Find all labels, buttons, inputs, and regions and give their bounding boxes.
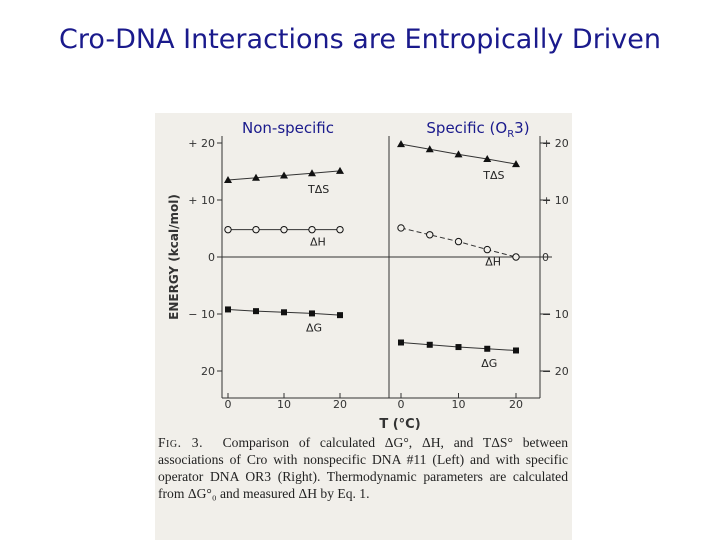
axis-ticks: 0 10 20 + 20 + 10 0 − 10 20 0 10 20 + 20 + 10 0 − 10 − … <box>188 137 568 411</box>
data-point <box>512 253 520 261</box>
data-point <box>484 345 491 352</box>
y-tick-label: 0 <box>208 251 215 264</box>
series-label: ΔH <box>310 236 326 249</box>
x-axis-label: T (°C) <box>379 417 420 432</box>
data-point <box>512 160 520 168</box>
data-point <box>308 225 316 234</box>
y-tick-label: − 10 <box>188 308 215 321</box>
data-point <box>426 341 433 348</box>
y-tick-label: + 20 <box>188 137 215 150</box>
data-point <box>224 176 232 184</box>
data-point <box>281 309 287 316</box>
panel-title-specific-main: Specific (O <box>426 119 507 137</box>
data-point <box>224 225 232 234</box>
data-point <box>397 140 405 148</box>
y-tick-label: + 20 <box>542 137 569 150</box>
data-series: TΔS ΔH ΔG TΔS ΔH ΔG <box>224 140 520 370</box>
data-point <box>252 173 260 181</box>
series-label: ΔH <box>485 256 501 269</box>
series-label: ΔG <box>481 357 497 370</box>
series-label: ΔG <box>306 321 322 334</box>
y-tick-label: 20 <box>201 365 215 378</box>
data-point <box>398 339 404 346</box>
data-point <box>280 171 288 179</box>
panel-title-specific-sub: R <box>507 129 514 140</box>
x-tick-label: 20 <box>509 398 523 411</box>
data-point <box>308 169 316 177</box>
data-point <box>426 231 434 239</box>
data-point <box>336 225 344 234</box>
data-point <box>337 312 343 319</box>
data-point <box>309 310 315 317</box>
data-point <box>425 145 434 153</box>
x-tick-label: 0 <box>398 398 405 411</box>
x-tick-label: 0 <box>225 398 232 411</box>
data-point <box>454 237 463 246</box>
data-point <box>455 344 462 351</box>
data-point <box>225 306 231 313</box>
data-point <box>336 166 344 174</box>
slide-title: Cro-DNA Interactions are Entropically Dr… <box>58 24 661 55</box>
series-label: TΔS <box>482 169 504 182</box>
figure-caption: Fig. 3. Comparison of calculated ΔG°, ΔH… <box>158 434 568 502</box>
data-point <box>513 347 519 354</box>
x-tick-label: 20 <box>333 398 347 411</box>
panel-title-specific: Specific (OR3) <box>426 119 529 140</box>
data-point <box>280 225 288 234</box>
data-point <box>253 308 259 315</box>
data-point <box>252 225 260 234</box>
caption-figure-label: Fig. 3. <box>158 435 203 450</box>
series-label: TΔS <box>307 183 329 196</box>
y-tick-label: 0 <box>542 251 549 264</box>
data-point <box>397 224 405 232</box>
x-tick-label: 10 <box>452 398 466 411</box>
data-point <box>483 154 492 162</box>
y-axis-label: ENERGY (kcal/mol) <box>167 194 181 320</box>
y-tick-label: − 10 <box>542 308 569 321</box>
caption-text: Comparison of calculated ΔG°, ΔH, and TΔ… <box>158 435 569 501</box>
figure-scan <box>155 113 572 540</box>
y-tick-label: + 10 <box>542 194 569 207</box>
y-tick-label: + 10 <box>188 194 215 207</box>
data-point <box>483 245 491 254</box>
x-tick-label: 10 <box>277 398 291 411</box>
panel-title-specific-end: 3) <box>514 119 529 137</box>
data-point <box>454 150 463 158</box>
panel-title-nonspecific: Non-specific <box>242 119 334 137</box>
y-tick-label: − 20 <box>542 365 569 378</box>
